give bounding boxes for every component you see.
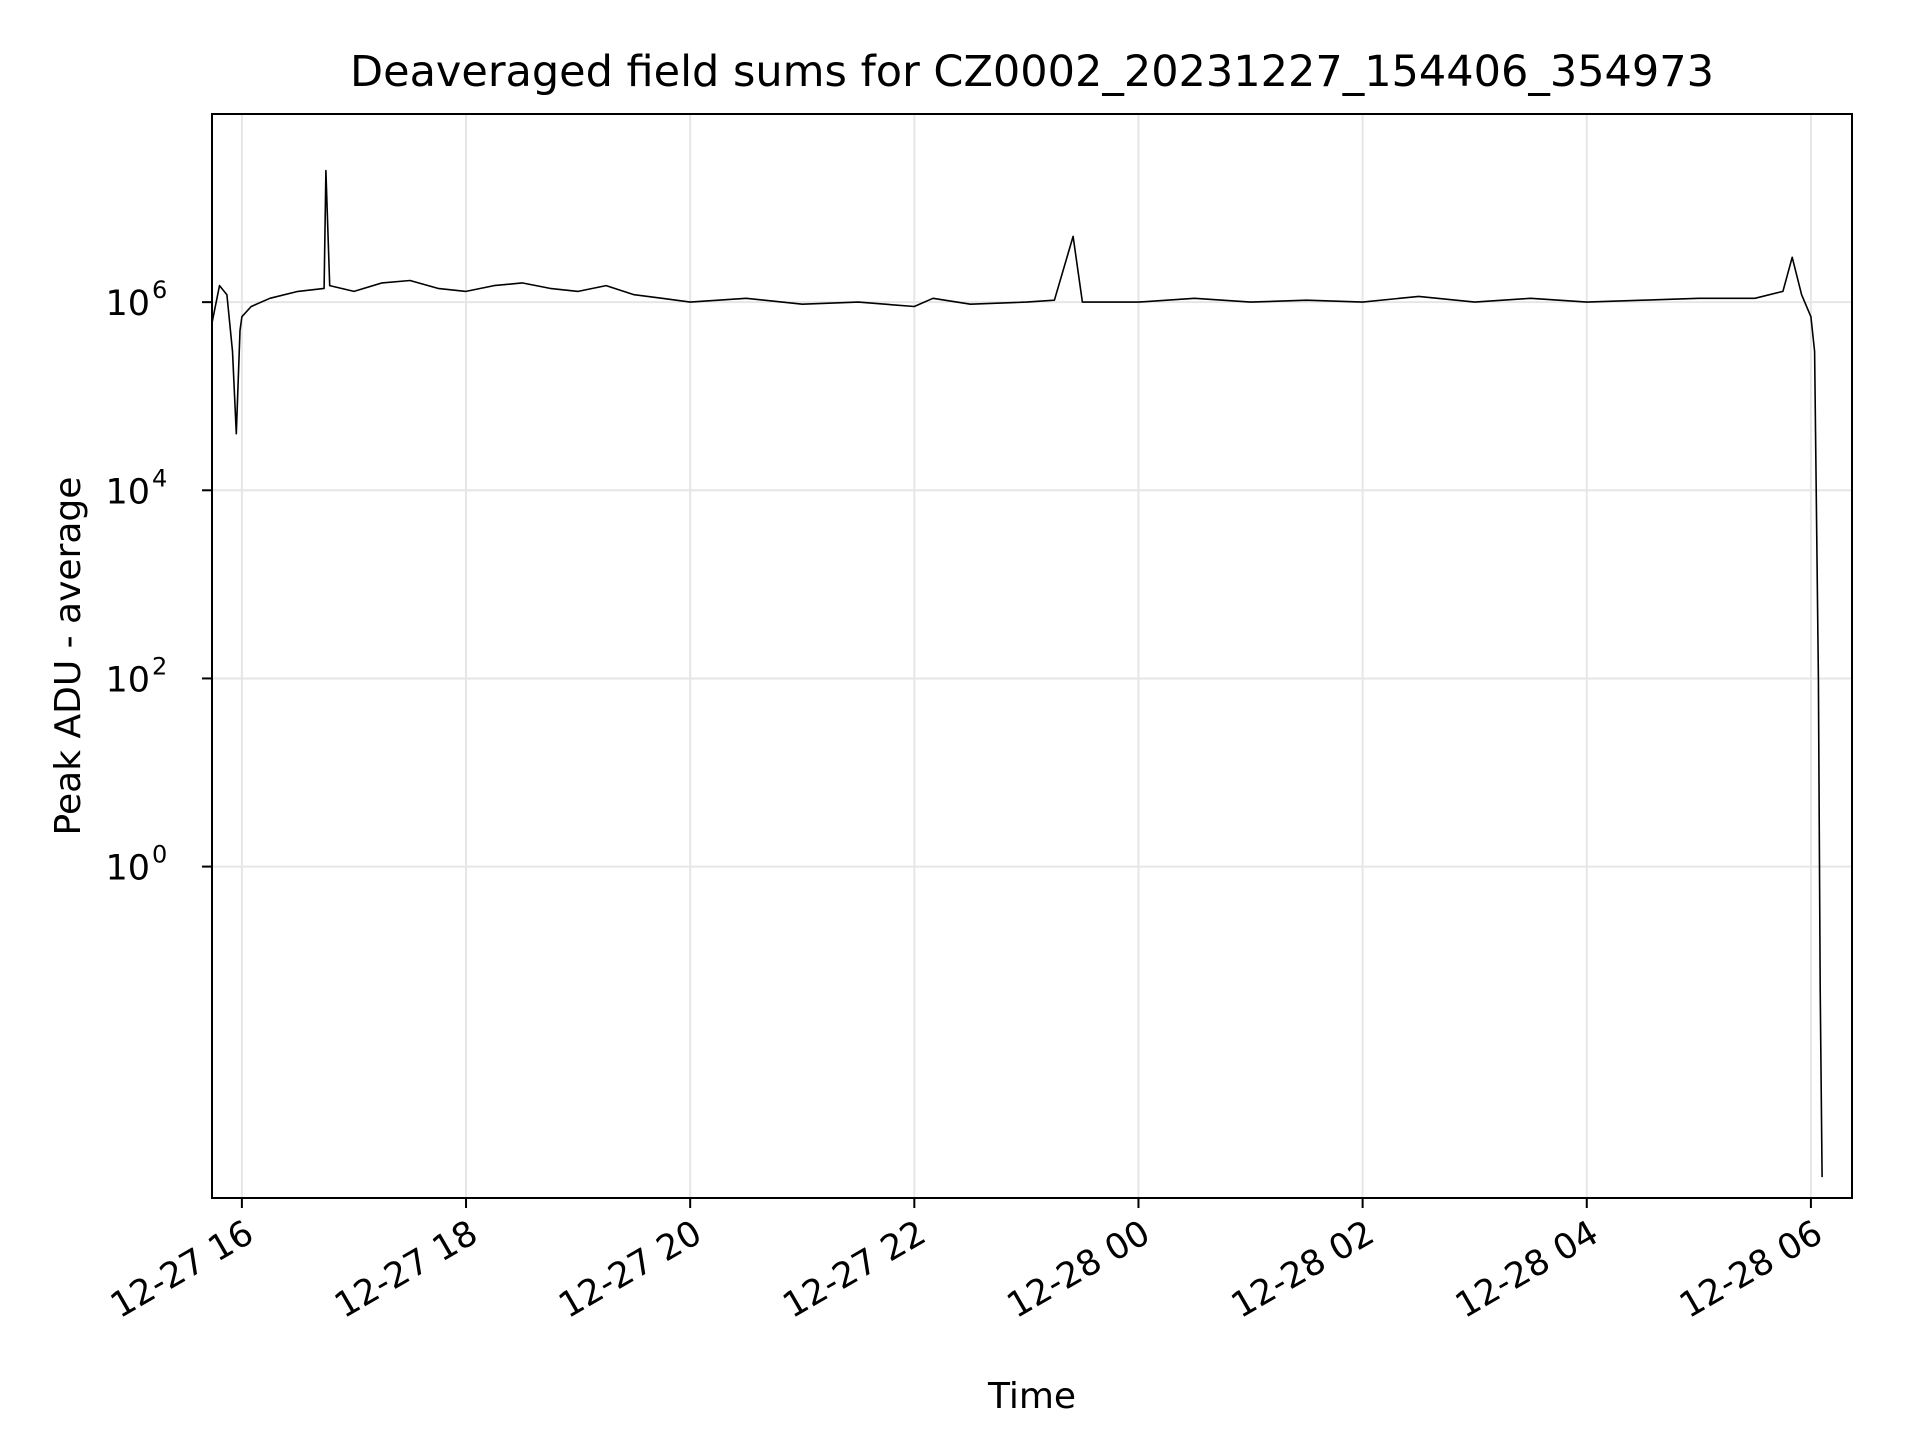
y-tick-exponent: 2 [152,652,167,680]
x-tick-label: 12-27 16 [104,1213,260,1326]
y-tick-label: 10 [105,284,150,324]
x-axis: 12-27 16 12-27 18 12-27 20 12-27 22 12-28 00… [104,1198,1829,1326]
y-tick-label: 10 [105,660,150,700]
series-line [211,169,1823,1178]
y-tick-exponent: 4 [152,464,167,492]
y-axis-label: Peak ADU - average [48,477,89,836]
series-group [211,169,1823,1178]
x-tick-label: 12-27 18 [328,1213,484,1326]
x-tick-label: 12-28 04 [1449,1213,1605,1326]
x-tick-label: 12-27 22 [777,1213,933,1326]
y-tick-exponent: 6 [152,276,167,304]
plot-frame [211,113,1853,1199]
y-tick-label: 10 [105,472,150,512]
y-tick-exponent: 0 [152,841,167,869]
x-tick-label: 12-28 00 [1001,1213,1157,1326]
y-tick-label: 10 [105,849,150,889]
x-tick-label: 12-27 20 [552,1213,708,1326]
chart-title: Deaveraged field sums for CZ0002_2023122… [350,47,1714,97]
x-tick-label: 12-28 02 [1225,1213,1381,1326]
grid [212,114,1852,1198]
x-axis-label: Time [987,1376,1076,1417]
x-tick-label: 12-28 06 [1673,1213,1829,1326]
